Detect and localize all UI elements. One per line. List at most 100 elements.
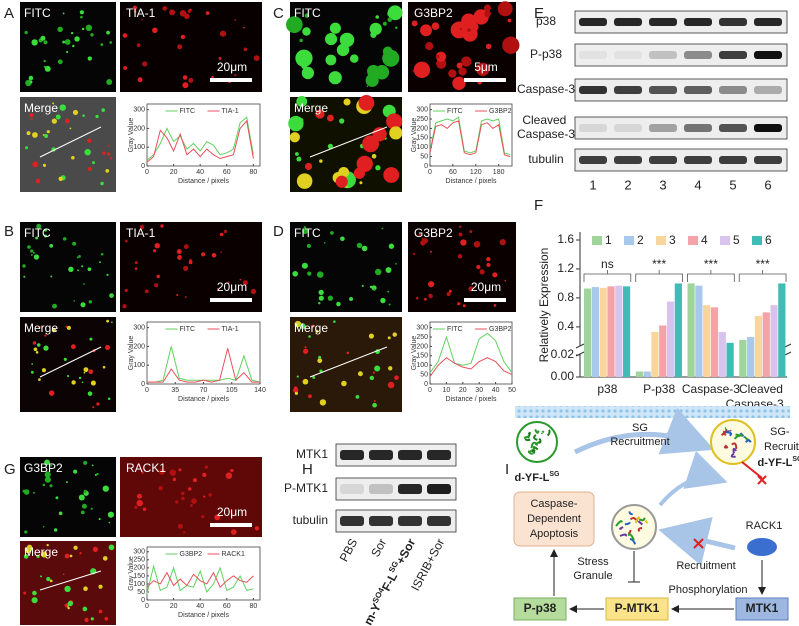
granule (182, 82, 189, 89)
granule (356, 242, 363, 249)
granule (485, 43, 492, 50)
bar (584, 288, 592, 377)
granule (413, 61, 431, 79)
panel-label: G (4, 461, 16, 478)
granule (71, 380, 76, 385)
granule (394, 375, 399, 381)
profile-line (39, 570, 102, 591)
legend-label: G3BP2 (489, 108, 512, 115)
granule (99, 261, 101, 264)
blot-band (649, 51, 677, 59)
granule (457, 302, 461, 306)
legend-label: 6 (765, 233, 772, 247)
y-tick-label: 200 (416, 125, 428, 132)
granule (483, 4, 492, 12)
granule (139, 224, 145, 230)
granule (375, 15, 379, 19)
granule (158, 468, 165, 475)
granule (289, 132, 300, 143)
granule (43, 59, 46, 63)
channel-label: RACK1 (126, 461, 166, 475)
y-tick-label: 150 (133, 573, 145, 580)
profile-series (146, 571, 254, 589)
granule (32, 341, 37, 345)
granule (492, 272, 498, 278)
granule (435, 51, 447, 62)
micrograph (20, 97, 116, 192)
granule (46, 130, 50, 134)
granule (373, 399, 376, 403)
granule (31, 39, 38, 46)
granule (182, 75, 188, 80)
granule (27, 245, 31, 249)
panel-label: E (534, 5, 544, 22)
blot-band (614, 156, 642, 164)
granule (69, 127, 72, 130)
granule (388, 243, 395, 249)
granule (64, 39, 71, 45)
granule (70, 344, 76, 350)
granule (486, 262, 491, 268)
arrow-label: SG (632, 422, 648, 434)
granule (211, 75, 214, 79)
x-tick-label: 30 (475, 387, 483, 394)
profile-line (39, 346, 102, 378)
granule (73, 300, 76, 302)
granule (338, 166, 350, 178)
granule (296, 156, 302, 162)
y-axis-label: Gray Value (128, 336, 135, 371)
legend-swatch (592, 236, 602, 245)
granule (29, 113, 34, 118)
blot-strip (335, 509, 457, 533)
p-mtk1-box (605, 597, 669, 621)
lane-label: 4 (694, 177, 701, 192)
granule (57, 26, 63, 33)
granule (493, 303, 497, 307)
granule (302, 27, 311, 36)
legend-label: TIA-1 (222, 108, 239, 115)
peptide-fiber (629, 516, 637, 521)
granule (90, 33, 94, 37)
legend-label: FITC (447, 326, 463, 333)
blot-band (427, 484, 451, 494)
granule (64, 585, 71, 593)
granule (311, 324, 315, 328)
rack1-label: RACK1 (746, 520, 783, 532)
granule (218, 56, 222, 60)
granule (55, 114, 61, 120)
bar (754, 316, 763, 377)
granule (141, 471, 144, 474)
granule (53, 528, 58, 532)
granule (318, 289, 324, 295)
y-tick-label: 150 (416, 135, 428, 142)
phosphorylation-label: Phosphorylation (669, 584, 748, 596)
granule (108, 521, 111, 524)
granule (387, 290, 390, 293)
legend-swatch (752, 236, 762, 245)
x-tick-label: 70 (200, 387, 208, 394)
granule (26, 131, 31, 136)
blot-band (614, 124, 642, 132)
peptide-fiber (523, 435, 530, 440)
y-axis-label: Gray Value (128, 556, 135, 591)
bar (718, 331, 726, 377)
peptide-fiber (636, 519, 644, 526)
granule (428, 281, 435, 288)
granule (64, 118, 70, 124)
micrograph (120, 2, 262, 92)
blot-band (719, 124, 747, 132)
granule (44, 471, 51, 478)
granule (124, 288, 128, 293)
granule (137, 77, 143, 83)
profile-series (429, 120, 511, 158)
blot-row-label: Caspase-3 (517, 82, 575, 96)
granule (81, 381, 84, 384)
blot-band (684, 51, 712, 59)
granule (230, 468, 234, 473)
channel-label: FITC (294, 226, 321, 240)
peptide-fiber (730, 452, 736, 458)
granule (385, 267, 392, 273)
granule (80, 15, 83, 19)
granule (303, 348, 309, 354)
granule (66, 325, 71, 330)
